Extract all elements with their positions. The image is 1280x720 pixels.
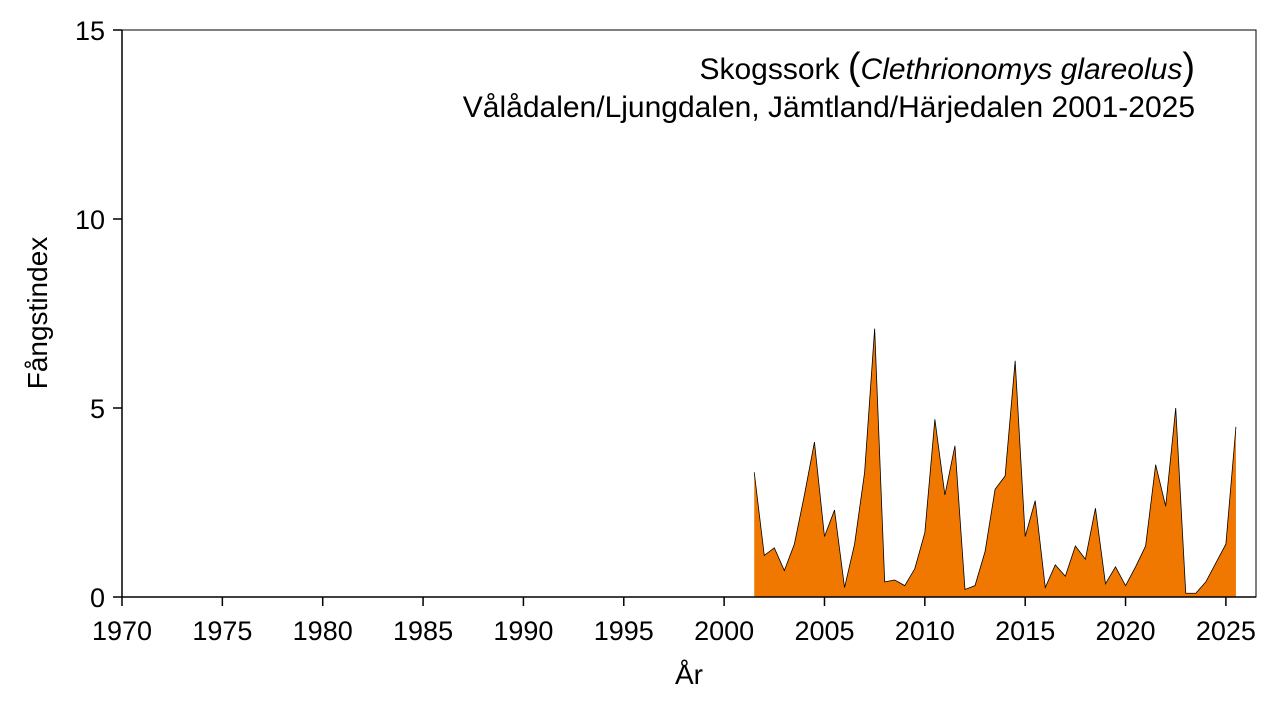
y-axis-title: Fångstindex: [22, 237, 53, 390]
chart-subtitle: Vålådalen/Ljungdalen, Jämtland/Härjedale…: [463, 91, 1195, 124]
y-tick-label: 10: [75, 205, 105, 235]
x-tick-label: 2005: [794, 616, 854, 646]
title-paren-close: ): [1182, 46, 1195, 88]
series-area: [754, 328, 1236, 597]
y-axis: 0 5 10 15: [75, 16, 123, 613]
x-tick-label: 1970: [92, 616, 152, 646]
x-tick-label: 1975: [192, 616, 252, 646]
x-tick-label: 2010: [895, 616, 955, 646]
y-tick-label: 5: [90, 394, 105, 424]
y-tick-label: 0: [90, 583, 105, 613]
series-line: [753, 328, 1237, 594]
chart-title: Skogssork (Clethrionomys glareolus): [699, 46, 1195, 88]
x-tick-label: 1980: [293, 616, 353, 646]
title-paren-open: (: [848, 46, 861, 88]
x-tick-label: 2015: [995, 616, 1055, 646]
x-axis-title: År: [675, 659, 703, 690]
x-tick-label: 1990: [493, 616, 553, 646]
x-tick-label: 2020: [1096, 616, 1156, 646]
x-tick-label: 1985: [393, 616, 453, 646]
title-common-name: Skogssork: [699, 53, 840, 86]
x-tick-label: 1995: [594, 616, 654, 646]
y-tick-label: 15: [75, 16, 105, 46]
x-tick-label: 2025: [1196, 616, 1256, 646]
x-axis: 1970 1975 1980 1985 1990 1995 2000 2005 2010 2015…: [92, 596, 1256, 646]
title-latin-name: Clethrionomys glareolus: [861, 53, 1183, 86]
x-tick-label: 2000: [694, 616, 754, 646]
plot-area: [753, 328, 1237, 597]
